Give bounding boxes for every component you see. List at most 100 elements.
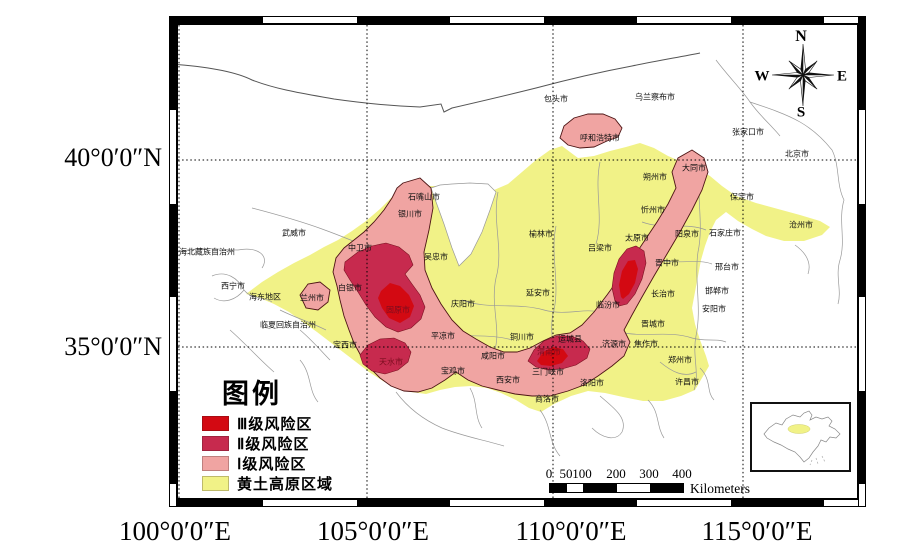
legend-item-label: 黄土高原区域 [237,476,334,493]
city-label: 海北藏族自治州 [179,247,235,257]
city-label: 晋城市 [641,319,665,329]
city-label: 济源市 [602,339,626,349]
scale-segment [567,484,583,492]
city-label: 天水市 [379,357,403,367]
city-label: 渭南市 [537,347,561,357]
compass-east-label: E [836,68,848,85]
legend-title: 图例 [222,379,282,409]
city-label: 洛阳市 [580,378,604,388]
city-label: 武威市 [282,228,306,238]
city-label: 三门峡市 [532,367,564,377]
scale-tick-label: 400 [672,466,692,481]
city-label: 庆阳市 [451,299,475,309]
city-label: 临夏回族自治州 [260,320,316,330]
scale-segment [650,484,683,492]
city-label: 延安市 [526,288,550,298]
compass-point-dark [803,72,834,75]
map-frame-border-left [169,16,177,507]
compass-point-light [802,74,835,78]
china-locator-inset [750,402,851,472]
city-label: 乌兰察布市 [635,92,675,102]
scale-bar-unit: Kilometers [690,481,750,496]
city-label: 临汾市 [596,300,620,310]
city-label: 榆林市 [529,229,553,239]
compass-point-dark [803,75,806,106]
compass-point-light [802,43,806,76]
legend-swatch-plateau [202,476,229,491]
city-label: 忻州市 [641,205,665,215]
legend-item-label: Ⅰ级风险区 [237,456,307,473]
city-label: 太原市 [625,233,649,243]
compass-point-dark [800,44,803,75]
city-label: 邯郸市 [705,286,729,296]
city-label: 白银市 [338,283,362,293]
legend-item: Ⅱ级风险区 [202,436,401,453]
city-label: 宝鸡市 [441,366,465,376]
city-label: 长治市 [651,289,675,299]
city-label: 铜川市 [510,332,534,342]
city-label: 固原市 [386,305,410,315]
inset-plateau-highlight [787,424,811,434]
legend-swatch-risk1 [202,456,229,471]
x-axis-label-110e: 110°0′0″E [515,516,627,546]
compass-west-label: W [754,68,770,85]
scale-tick-label: 0 [545,466,553,481]
city-label: 吴忠市 [424,252,448,262]
x-axis-label-105e: 105°0′0″E [317,516,429,546]
city-label: 平凉市 [431,331,455,341]
legend-item: Ⅲ级风险区 [202,416,401,433]
city-label: 大同市 [682,163,706,173]
city-label: 石嘴山市 [408,192,440,202]
city-label: 吕梁市 [588,243,612,253]
legend: 图例 Ⅲ级风险区 Ⅱ级风险区 Ⅰ级风险区黄土高原区域 [196,372,401,493]
compass-point-light [800,74,804,107]
x-axis-label-100e: 100°0′0″E [119,516,231,546]
y-axis-label-40n: 40°0′0″N [64,143,162,172]
legend-item: 黄土高原区域 [202,476,401,493]
map-frame-border-right [858,16,866,507]
scale-tick-label: 100 [572,466,592,481]
legend-swatch-risk3 [202,416,229,431]
city-label: 郑州市 [668,355,692,365]
scale-segment [617,484,650,492]
city-label: 西安市 [496,375,520,385]
compass-north-label: N [795,28,807,45]
legend-item: Ⅰ级风险区 [202,456,401,473]
city-label: 北京市 [785,149,809,159]
city-label: 保定市 [730,192,754,202]
legend-item-label: Ⅱ级风险区 [237,436,310,453]
compass-south-label: S [796,104,806,121]
city-label: 阳泉市 [675,229,699,239]
scale-segment [550,484,567,492]
scale-tick-label: 50 [559,466,573,481]
china-outline-map [763,410,841,466]
legend-swatch-risk2 [202,436,229,451]
city-label: 焦作市 [634,339,658,349]
x-axis-label-115e: 115°0′0″E [701,516,813,546]
scale-tick-label: 200 [606,466,626,481]
scale-tick-label: 300 [639,466,659,481]
scale-bar: 0 50 100 200 300 400 Kilometers [540,466,780,498]
legend-item-label: Ⅲ级风险区 [237,416,313,433]
city-label: 沧州市 [789,220,813,230]
city-label: 许昌市 [675,377,699,387]
city-label: 石家庄市 [709,228,741,238]
city-label: 中卫市 [348,243,372,253]
y-axis-label-35n: 35°0′0″N [64,332,162,361]
city-label: 兰州市 [300,293,324,303]
city-label: 包头市 [544,94,568,104]
city-label: 海东地区 [249,292,281,302]
city-label: 朔州市 [643,172,667,182]
city-label: 运城县 [558,334,582,344]
compass-rose [771,43,835,107]
city-label: 邢台市 [715,262,739,272]
legend-items: Ⅲ级风险区 Ⅱ级风险区 Ⅰ级风险区黄土高原区域 [196,416,401,493]
city-label: 银川市 [398,209,422,219]
city-label: 安阳市 [702,304,726,314]
compass-point-light [771,72,804,76]
city-label: 定西市 [333,340,357,350]
city-label: 西宁市 [221,281,245,291]
scale-bar-segments [549,483,684,493]
city-label: 呼和浩特市 [580,133,620,143]
